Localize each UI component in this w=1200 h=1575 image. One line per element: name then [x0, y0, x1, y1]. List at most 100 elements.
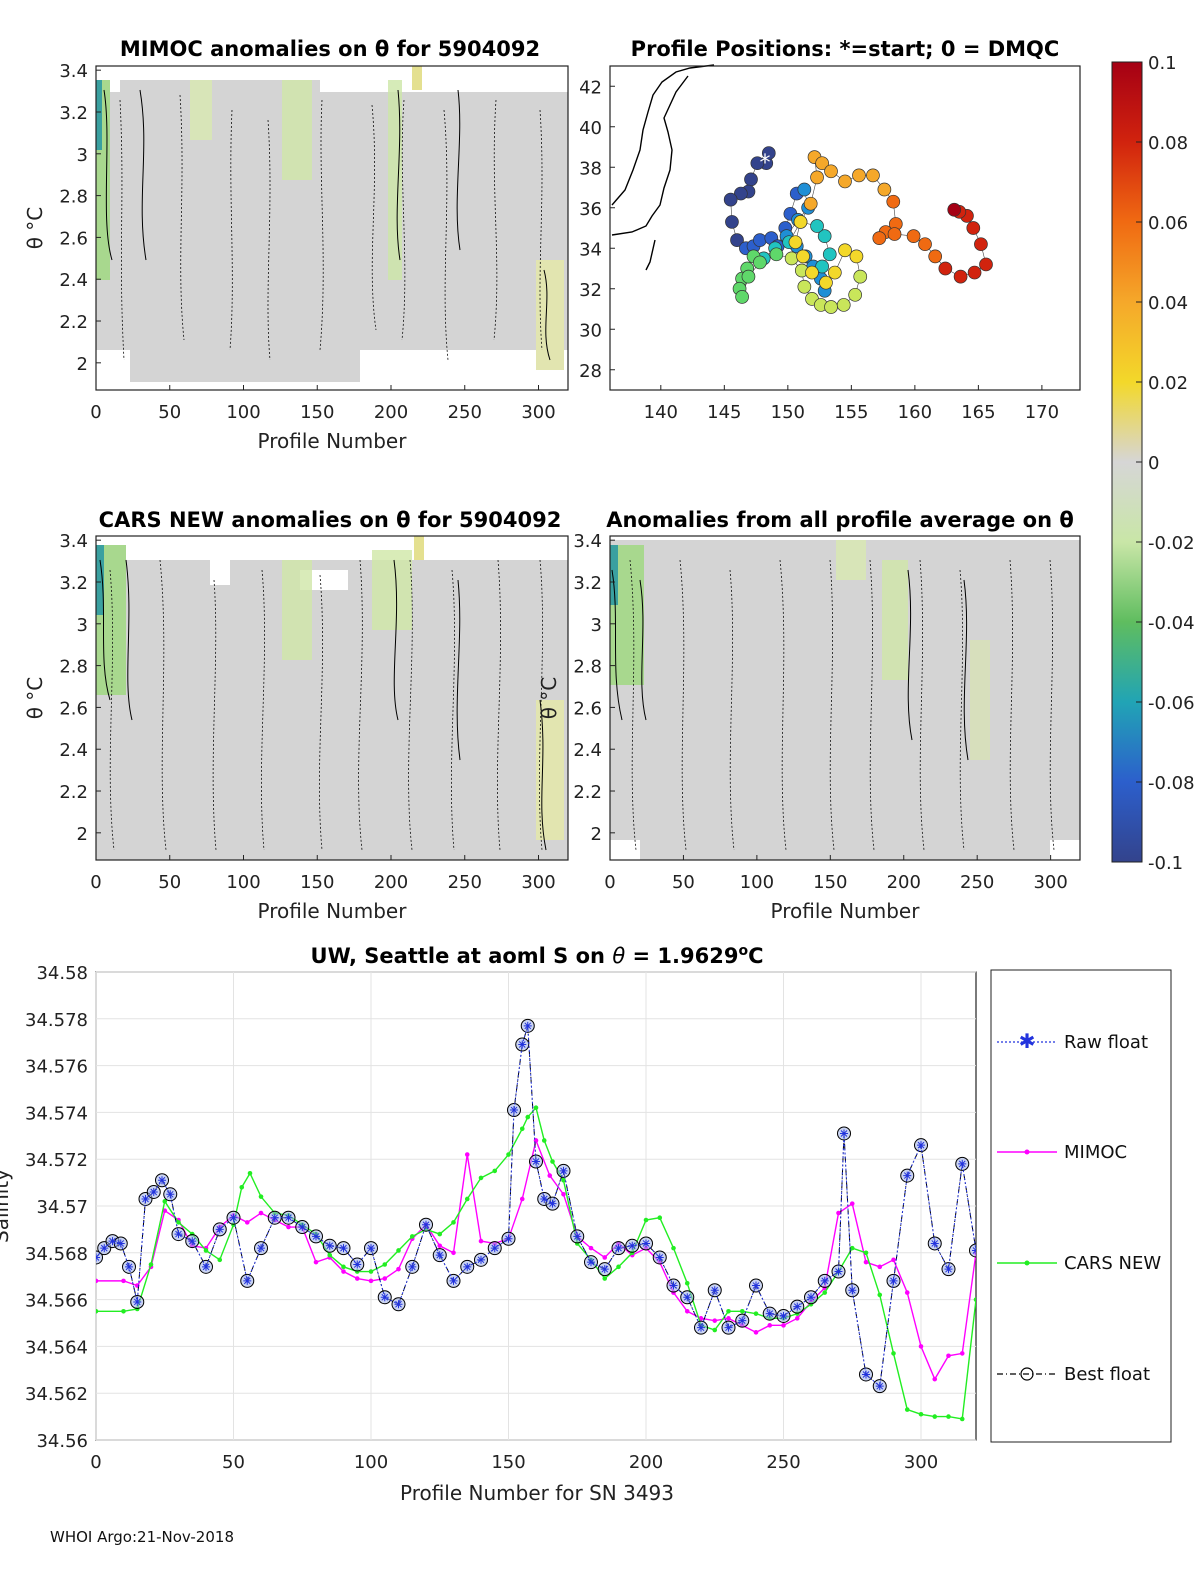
colorbar-tick-label: -0.06 — [1148, 693, 1195, 714]
data-point — [959, 1351, 965, 1356]
track-point — [723, 192, 738, 207]
data-point — [724, 1323, 733, 1332]
x-tick-label: 200 — [629, 1452, 663, 1473]
track-point — [797, 182, 812, 197]
y-tick-label: 34.576 — [25, 1057, 88, 1078]
data-point — [437, 1243, 443, 1249]
salinity-title: UW, Seattle at aoml S on θ = 1.9629oC — [311, 943, 764, 968]
track-point — [788, 235, 803, 250]
data-point — [752, 1281, 760, 1290]
colorbar-tick-label: 0.02 — [1148, 373, 1188, 394]
track-point — [974, 237, 988, 252]
data-point — [525, 1114, 531, 1120]
data-point — [284, 1213, 293, 1222]
y-tick-label: 3 — [77, 145, 88, 166]
x-tick-label: 150 — [300, 402, 334, 423]
data-point — [449, 1276, 458, 1285]
legend-raw-float-label: Raw float — [1064, 1032, 1148, 1053]
data-point — [600, 1265, 609, 1274]
cars-panel: CARS NEW anomalies on θ for 5904092 0 50 1… — [23, 508, 569, 923]
data-point — [409, 1234, 415, 1239]
track-point — [852, 168, 866, 183]
data-point — [862, 1370, 870, 1379]
data-point — [616, 1264, 621, 1270]
float-track — [723, 146, 993, 314]
data-point — [215, 1225, 224, 1234]
allavg-heatmap — [610, 536, 1080, 860]
data-point — [437, 1231, 443, 1237]
data-point — [697, 1323, 705, 1332]
allavg-panel: Anomalies from all profile average on θ … — [537, 508, 1081, 923]
data-point — [174, 1230, 183, 1239]
data-point — [341, 1264, 346, 1270]
data-point — [959, 1416, 965, 1422]
data-point — [133, 1297, 142, 1306]
data-point — [561, 1177, 566, 1183]
track-point — [741, 269, 756, 284]
data-point — [973, 1297, 976, 1302]
data-point — [229, 1213, 238, 1222]
data-point — [807, 1293, 815, 1302]
series-raw-float — [96, 1021, 976, 1391]
y-tick-label: 34.566 — [25, 1291, 88, 1312]
data-point — [492, 1168, 498, 1174]
y-tick-label: 3 — [77, 615, 88, 636]
x-tick-label: 300 — [521, 872, 555, 893]
data-point — [946, 1353, 951, 1359]
data-point — [753, 1330, 759, 1335]
data-point — [490, 1244, 499, 1253]
y-tick-label: 34.578 — [25, 1010, 88, 1031]
colorbar-tick-label: -0.1 — [1148, 853, 1183, 874]
y-tick-label: 2 — [591, 824, 602, 845]
data-point — [422, 1220, 430, 1229]
y-tick-label: 2.4 — [59, 270, 88, 291]
data-point — [726, 1316, 731, 1321]
track-point — [761, 146, 776, 160]
track-point — [730, 233, 744, 247]
y-tick-label: 2.2 — [573, 782, 602, 803]
data-point — [523, 1021, 532, 1030]
track-point — [947, 202, 962, 217]
y-tick-label: 2.8 — [59, 657, 88, 678]
track-point — [938, 261, 953, 276]
data-point — [325, 1241, 334, 1250]
track-point — [735, 290, 749, 304]
allavg-axes-box — [609, 535, 1081, 861]
track-point — [979, 257, 993, 272]
data-point — [477, 1255, 485, 1264]
data-point — [891, 1351, 896, 1356]
y-tick-label: 2.2 — [59, 782, 88, 803]
track-point — [887, 227, 902, 241]
data-point — [779, 1311, 788, 1320]
mimoc-axes-box — [95, 65, 569, 391]
data-point — [382, 1262, 388, 1267]
cars-xlabel: Profile Number — [258, 899, 408, 923]
y-tick-label: 34.574 — [25, 1103, 88, 1124]
data-point — [396, 1248, 401, 1253]
track-point — [769, 247, 784, 262]
legend: ✱ Raw float MIMOC CARS NEW Best float — [990, 969, 1172, 1443]
data-point — [561, 1192, 566, 1197]
footer-stamp: WHOI Argo:21-Nov-2018 — [50, 1528, 234, 1546]
data-point — [258, 1194, 264, 1199]
salinity-series — [96, 1018, 976, 1422]
data-point — [217, 1257, 223, 1263]
y-tick-label: 2 — [77, 354, 88, 375]
data-point — [863, 1259, 869, 1265]
data-point — [712, 1327, 718, 1333]
mimoc-ylabel: θ °C — [23, 207, 47, 250]
x-tick-label: 200 — [887, 872, 921, 893]
x-tick-label: 250 — [448, 402, 482, 423]
data-point — [339, 1244, 348, 1253]
data-point — [239, 1184, 245, 1190]
data-point — [451, 1220, 456, 1225]
allavg-title: Anomalies from all profile average on θ — [606, 508, 1074, 532]
x-tick-label: 155 — [834, 402, 868, 423]
data-point — [767, 1323, 773, 1328]
x-tick-label: 140 — [644, 402, 678, 423]
data-point — [327, 1252, 333, 1258]
x-tick-label: 50 — [158, 402, 181, 423]
data-point — [258, 1210, 264, 1216]
data-point — [367, 1244, 375, 1253]
data-point — [121, 1278, 126, 1284]
